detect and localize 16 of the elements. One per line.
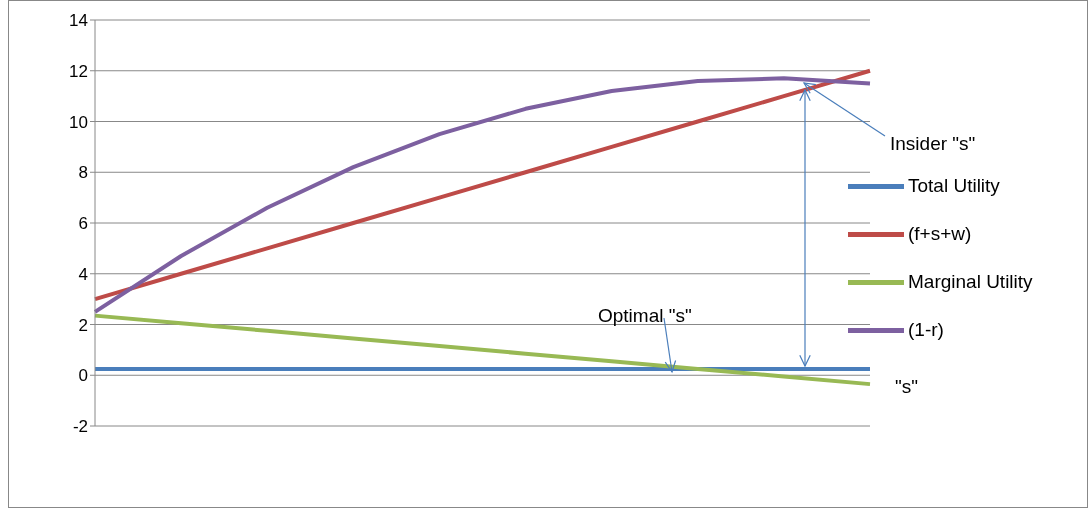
y-tick-label: 10 <box>69 112 88 132</box>
y-tick-label: 4 <box>78 264 88 284</box>
y-tick-label: 8 <box>78 163 88 183</box>
text: Insider "s" <box>890 133 976 154</box>
legend-label: (f+s+w) <box>908 223 972 245</box>
y-tick-label: -2 <box>72 417 88 437</box>
text: "s" <box>895 376 918 397</box>
y-tick-label: 6 <box>78 214 88 234</box>
y-tick-label: 12 <box>69 61 88 81</box>
annotation: Optimal "s" <box>598 305 692 326</box>
legend-label: Marginal Utility <box>908 271 1033 293</box>
y-tick-label: 2 <box>78 315 88 335</box>
legend-label: Total Utility <box>908 175 1000 197</box>
y-tick-label: 14 <box>69 11 88 31</box>
y-tick-label: 0 <box>78 366 88 386</box>
legend-label: (1-r) <box>908 319 944 341</box>
